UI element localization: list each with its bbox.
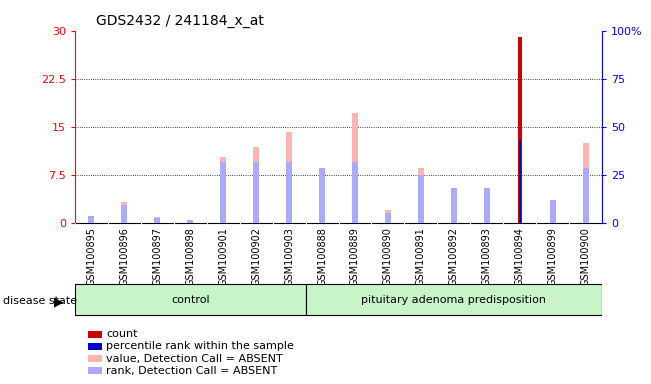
Bar — [319, 168, 325, 223]
Bar — [451, 187, 457, 223]
Bar — [352, 162, 358, 223]
Bar — [305, 284, 602, 315]
Text: GSM100893: GSM100893 — [482, 227, 492, 286]
Bar — [121, 202, 127, 223]
Bar — [519, 140, 521, 223]
Bar — [518, 37, 521, 223]
Text: GSM100896: GSM100896 — [119, 227, 130, 286]
Bar — [154, 218, 160, 223]
Bar — [385, 210, 391, 223]
Bar — [154, 217, 160, 223]
Text: pituitary adenoma predisposition: pituitary adenoma predisposition — [361, 295, 546, 305]
Bar — [121, 205, 127, 223]
Bar — [418, 175, 424, 223]
Text: ▶: ▶ — [53, 295, 63, 308]
Bar — [220, 162, 226, 223]
Text: GSM100894: GSM100894 — [515, 227, 525, 286]
Text: disease state: disease state — [3, 296, 77, 306]
Text: GSM100895: GSM100895 — [87, 227, 96, 286]
Bar — [550, 200, 556, 223]
Bar — [451, 197, 457, 223]
Bar — [583, 168, 589, 223]
Text: GSM100901: GSM100901 — [218, 227, 228, 286]
Bar — [75, 284, 305, 315]
Text: rank, Detection Call = ABSENT: rank, Detection Call = ABSENT — [106, 366, 277, 376]
Text: percentile rank within the sample: percentile rank within the sample — [106, 341, 294, 351]
Bar — [319, 172, 325, 223]
Bar — [220, 157, 226, 223]
Bar — [89, 216, 94, 223]
Bar — [286, 162, 292, 223]
Text: GSM100889: GSM100889 — [350, 227, 360, 286]
Bar — [286, 132, 292, 223]
Bar — [89, 216, 94, 223]
Text: GSM100891: GSM100891 — [416, 227, 426, 286]
Text: GSM100898: GSM100898 — [186, 227, 195, 286]
Text: GSM100900: GSM100900 — [581, 227, 590, 286]
Bar — [484, 194, 490, 223]
Bar — [352, 113, 358, 223]
Bar — [418, 168, 424, 223]
Bar — [253, 147, 259, 223]
Bar — [253, 162, 259, 223]
Bar — [550, 207, 556, 223]
Text: GSM100897: GSM100897 — [152, 227, 162, 286]
Text: GSM100899: GSM100899 — [547, 227, 558, 286]
Text: control: control — [171, 295, 210, 305]
Text: GSM100892: GSM100892 — [449, 227, 459, 286]
Bar — [187, 220, 193, 223]
Text: value, Detection Call = ABSENT: value, Detection Call = ABSENT — [106, 354, 283, 364]
Text: GSM100888: GSM100888 — [317, 227, 327, 286]
Bar — [385, 213, 391, 223]
Text: count: count — [106, 329, 137, 339]
Text: GDS2432 / 241184_x_at: GDS2432 / 241184_x_at — [96, 14, 264, 28]
Text: GSM100890: GSM100890 — [383, 227, 393, 286]
Bar — [484, 187, 490, 223]
Text: GSM100903: GSM100903 — [284, 227, 294, 286]
Bar — [187, 220, 193, 223]
Text: GSM100902: GSM100902 — [251, 227, 261, 286]
Bar — [583, 143, 589, 223]
